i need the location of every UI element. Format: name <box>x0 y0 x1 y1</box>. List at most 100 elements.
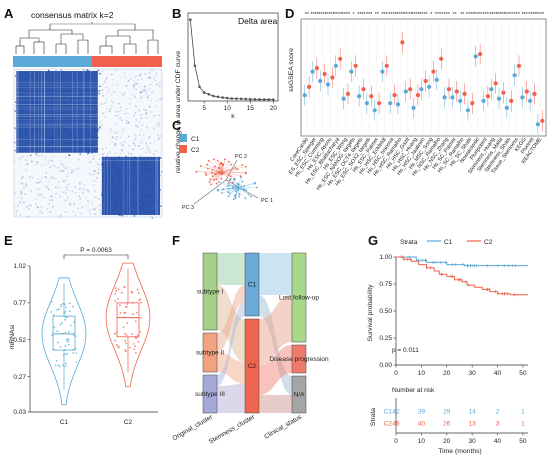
panel-a-consensus-heatmap <box>14 18 163 219</box>
c1-point <box>341 96 346 101</box>
heatmap-cell <box>15 214 17 216</box>
heatmap-cell <box>45 176 47 179</box>
heatmap-cell <box>137 145 140 147</box>
c2-point <box>516 63 522 68</box>
heatmap-cell <box>144 73 147 75</box>
c1-point <box>427 84 432 89</box>
heatmap-cell <box>14 110 16 112</box>
heatmap-cell <box>154 114 157 116</box>
sankey-axis-label: Stemness_cluster <box>208 413 257 445</box>
panel-b-legend: Delta area <box>238 16 277 26</box>
heatmap-cell <box>31 176 34 179</box>
sankey-flow <box>259 295 292 395</box>
heatmap-cell <box>135 105 137 108</box>
panel-c-label: C <box>172 118 182 133</box>
heatmap-cell <box>135 124 137 127</box>
c1-jitter-point <box>51 300 53 303</box>
c2-point <box>485 94 490 99</box>
c2-jitter-point <box>114 292 117 295</box>
heatmap-cell <box>115 69 118 72</box>
heatmap-cell <box>151 216 154 219</box>
heatmap-cell <box>112 136 114 139</box>
heatmap-streak <box>38 69 39 217</box>
heatmap-cell <box>44 176 46 178</box>
c2-jitter-point <box>115 289 118 292</box>
panel-d-label: D <box>285 6 294 21</box>
heatmap-cell <box>127 112 129 115</box>
heatmap-cell <box>140 148 142 151</box>
panel-e-ylabel: mRNAsi <box>9 324 16 349</box>
panel-b-delta-area-plot: 5 10 15 20 <box>189 18 277 112</box>
significance-label: **** <box>411 12 420 18</box>
heatmap-cell <box>144 89 146 92</box>
heatmap-cell <box>146 126 148 129</box>
heatmap-cell <box>97 167 100 169</box>
heatmap-cell <box>102 83 104 86</box>
panel-g-ytick-label: 1.00 <box>379 254 392 261</box>
panel-a-title: consensus matrix k=2 <box>31 10 114 20</box>
significance-label: ** <box>305 12 310 18</box>
heatmap-streak <box>14 39 162 40</box>
pca-c1-point <box>247 193 250 196</box>
sankey-flow <box>217 253 245 285</box>
panel-b-xtick-label: 20 <box>270 105 278 112</box>
c1-point <box>349 69 354 74</box>
risk-table-ylabel: Strata <box>370 408 377 426</box>
heatmap-cell <box>37 182 39 184</box>
c1-jitter-point <box>66 338 68 341</box>
heatmap-cell <box>126 122 128 125</box>
heatmap-cell <box>57 166 59 169</box>
panel-e-ytick-label: 0.77 <box>13 300 26 307</box>
panel-g-xtick-label: 20 <box>443 370 451 377</box>
c2-jitter-point <box>128 346 131 349</box>
heatmap-streak <box>103 69 105 217</box>
heatmap-cell <box>45 175 47 178</box>
pca-c1-point <box>221 192 223 195</box>
c2-jitter-point <box>123 286 125 288</box>
heatmap-cell <box>114 142 116 145</box>
pca-c1-point <box>233 179 236 181</box>
cluster-bar-c2 <box>92 56 162 67</box>
c2-box <box>116 302 140 338</box>
sankey-label-clinical: N/A <box>294 392 306 399</box>
heatmap-cell <box>118 102 120 105</box>
risk-xtick-label: 20 <box>443 438 451 445</box>
c2-jitter-point <box>114 300 116 302</box>
heatmap-cell <box>100 124 103 127</box>
heatmap-cell <box>66 175 68 178</box>
heatmap-cell <box>130 153 133 155</box>
c2-point <box>446 87 452 92</box>
significance-label: ** <box>452 12 457 18</box>
c1-point <box>442 95 447 100</box>
heatmap-cell <box>71 190 74 193</box>
heatmap-cell <box>59 170 61 172</box>
heatmap-cell <box>14 192 16 195</box>
heatmap-cell <box>107 153 109 155</box>
heatmap-cell <box>91 202 93 205</box>
panel-g-label: G <box>368 233 378 248</box>
panel-b-label: B <box>172 6 181 21</box>
heatmap-cell <box>38 194 40 196</box>
c1-point <box>372 108 377 113</box>
pca-c2-spoke <box>215 171 223 175</box>
heatmap-cell <box>159 135 162 137</box>
c1-jitter-point <box>62 364 64 367</box>
heatmap-cell <box>105 86 108 89</box>
heatmap-cell <box>64 180 66 182</box>
heatmap-cell <box>58 186 60 189</box>
heatmap-cell <box>145 112 148 114</box>
heatmap-cell <box>120 109 122 111</box>
heatmap-cell <box>129 78 132 80</box>
heatmap-cell <box>140 91 142 94</box>
heatmap-cell <box>102 95 105 97</box>
heatmap-cell <box>64 199 67 202</box>
heatmap-block-c1 <box>16 71 98 153</box>
sankey-axis-label: Original_cluster <box>171 413 214 442</box>
pca-c1-point <box>244 197 247 200</box>
heatmap-cell <box>44 163 46 165</box>
heatmap-cell <box>132 139 135 141</box>
heatmap-cell <box>114 144 117 146</box>
c2-point <box>423 78 428 84</box>
panel-g-ytick-label: 0.75 <box>379 281 392 288</box>
panel-g-ytick-label: 0.25 <box>379 335 392 342</box>
